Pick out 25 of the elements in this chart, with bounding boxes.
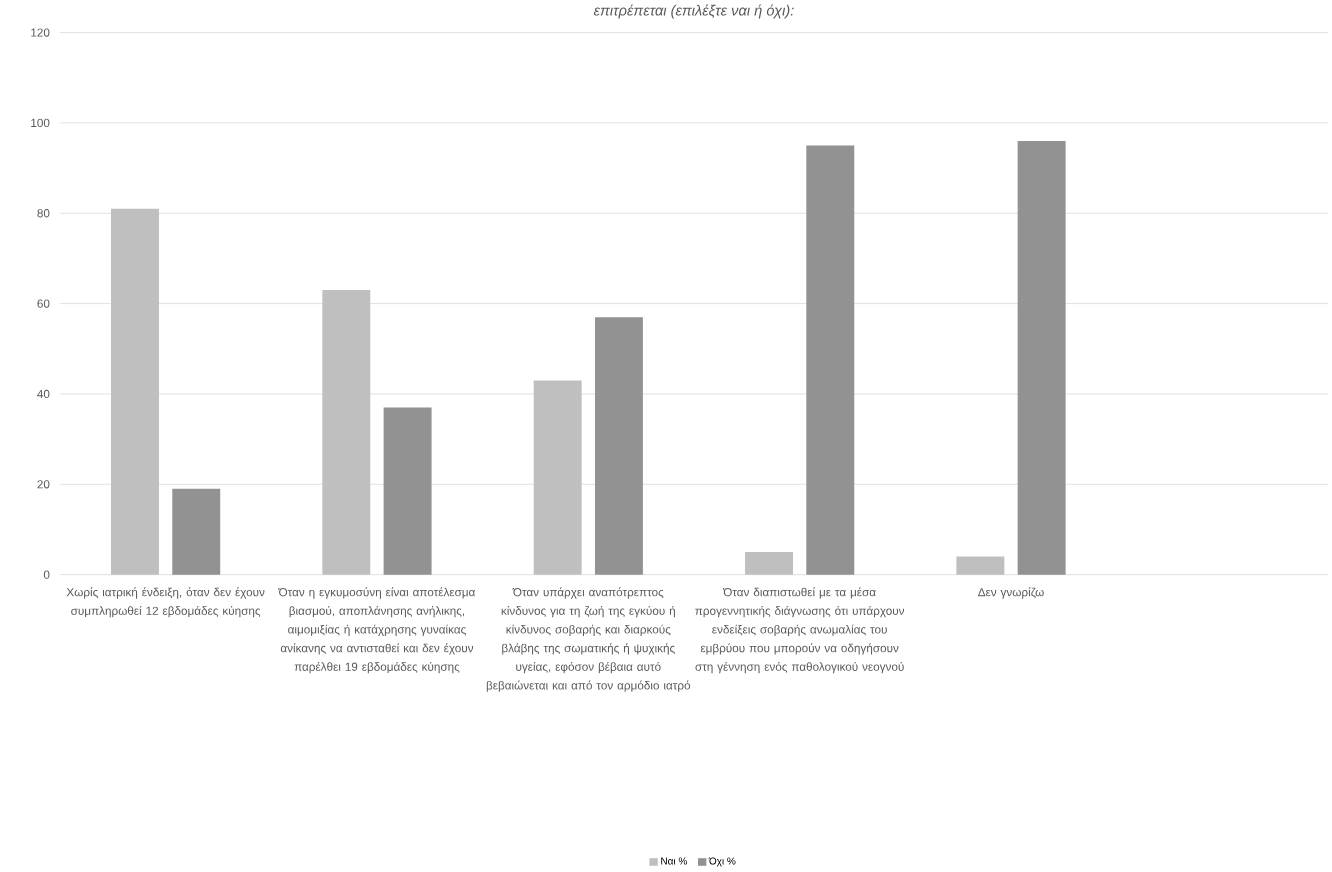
- bar: [383, 407, 432, 575]
- bar: [111, 208, 159, 575]
- y-tick-label: 20: [37, 480, 50, 489]
- y-tick-label: 100: [31, 118, 50, 128]
- bar: [1017, 141, 1066, 575]
- legend-label: Ναι %: [661, 857, 687, 865]
- y-tick-label: 120: [31, 28, 50, 37]
- y-tick-label: 0: [43, 570, 50, 579]
- bar: [172, 488, 221, 575]
- bar: [533, 380, 582, 575]
- y-tick-label: 80: [37, 209, 50, 218]
- x-tick-label: Όταν υπάρχει αναπότρεπτος κίνδυνος για τη ζωή της εγκύου ή κίνδυνος σοβαρής και διαρκούς βλάβης της σωματικής ή ψυχικής υγείας, εφόσον βέβαια αυτό βεβαιώνεται και από τον αρμόδιο ιατρό: [486, 587, 691, 692]
- y-tick-label: 40: [37, 389, 50, 399]
- x-tick-label: Όταν η εγκυμοσύνη είναι αποτέλεσμα βιασμού, αποπλάνησης ανήλικης, αιμομιξίας ή κατάχρησης γυναίκας ανίκανης να αντισταθεί και δεν έχουν παρέλθει 19 εβδομάδες κύησης: [278, 587, 476, 674]
- bar: [594, 317, 643, 575]
- legend-label: Όχι %: [708, 857, 736, 867]
- bar: [806, 145, 855, 575]
- x-tick-label: Όταν διαπιστωθεί με τα μέσα προγεννητικής διάγνωσης ότι υπάρχουν ενδείξεις σοβαρής ανωμαλίας του εμβρύου που μπορούν να οδηγήσουν στη γέννηση ενός παθολογικού νεογνού: [695, 587, 905, 674]
- y-tick-label: 60: [37, 299, 50, 308]
- x-tick-label: Χωρίς ιατρική ένδειξη, όταν δεν έχουν συμπληρωθεί 12 εβδομάδες κύησης: [66, 587, 265, 618]
- x-tick-label: Δεν γνωρίζω: [978, 587, 1044, 599]
- chart-title: επιτρέπεται (επιλέξτε ναι ή όχι):: [593, 4, 794, 19]
- bar: [956, 556, 1005, 575]
- bar: [322, 290, 371, 575]
- bar: [745, 552, 793, 575]
